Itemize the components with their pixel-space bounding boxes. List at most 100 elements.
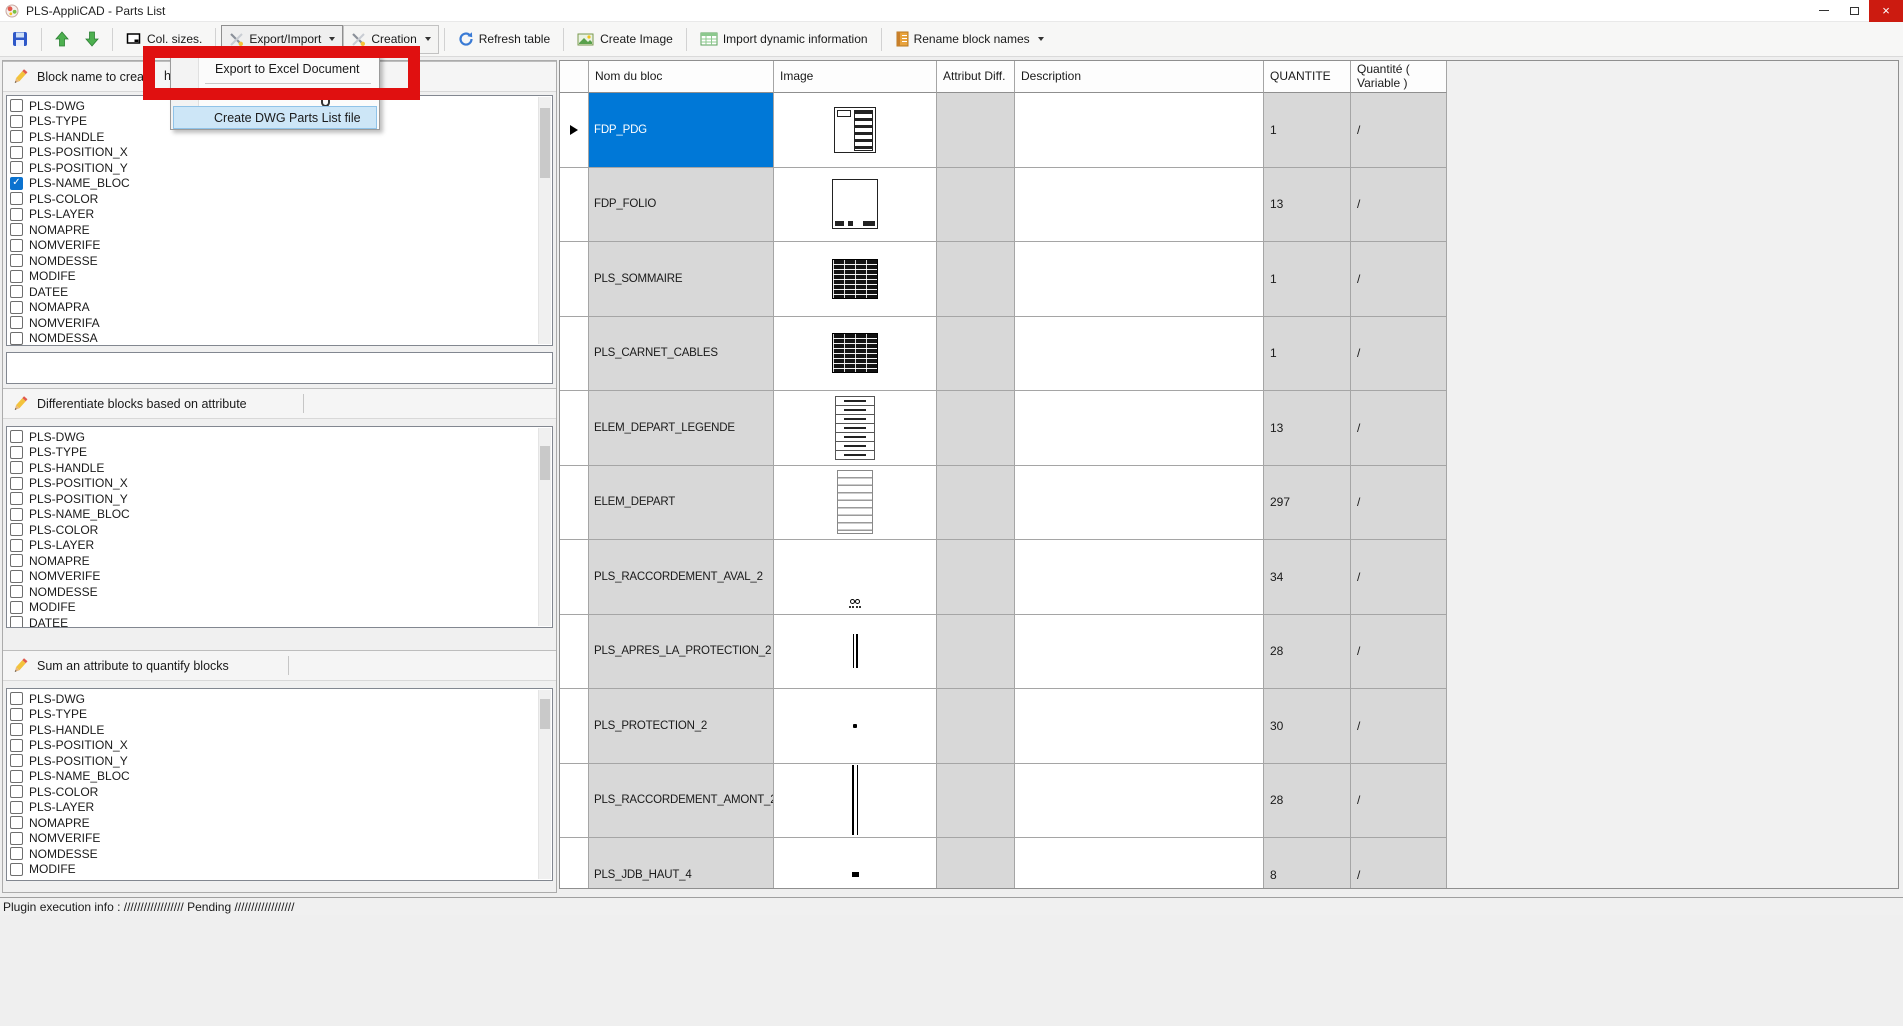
cell-quantite[interactable]: 8	[1264, 838, 1351, 888]
attribute-row[interactable]: NOMDESSE	[7, 846, 552, 862]
cell-attribut-diff[interactable]	[937, 763, 1015, 838]
checkbox[interactable]	[10, 847, 23, 861]
cell-image[interactable]	[774, 242, 937, 317]
checkbox[interactable]	[10, 754, 23, 768]
table-row[interactable]: PLS_APRES_LA_PROTECTION_2 28 /	[560, 614, 1447, 689]
row-selector-cell[interactable]	[560, 614, 589, 689]
cell-quantite-variable[interactable]: /	[1351, 391, 1447, 466]
cell-nom-du-bloc[interactable]: FDP_PDG	[589, 93, 774, 168]
attribute-row[interactable]: ✓ PLS-NAME_BLOC	[7, 176, 552, 192]
checkbox[interactable]	[10, 130, 23, 144]
row-selector-cell[interactable]	[560, 540, 589, 615]
refresh-table-button[interactable]: Refresh table	[450, 25, 558, 54]
scrollbar-track[interactable]	[538, 97, 551, 344]
header-quantite-variable[interactable]: Quantité ( Variable )	[1351, 61, 1447, 93]
cell-nom-du-bloc[interactable]: PLS_RACCORDEMENT_AMONT_2	[589, 763, 774, 838]
cell-quantite-variable[interactable]: /	[1351, 242, 1447, 317]
checkbox[interactable]	[10, 600, 23, 614]
checkbox[interactable]	[10, 831, 23, 845]
row-selector-cell[interactable]	[560, 93, 589, 168]
attribute-row[interactable]: PLS-DWG	[7, 429, 552, 445]
cell-description[interactable]	[1015, 838, 1264, 888]
cell-description[interactable]	[1015, 689, 1264, 764]
checkbox[interactable]	[10, 192, 23, 206]
cell-nom-du-bloc[interactable]: PLS_SOMMAIRE	[589, 242, 774, 317]
row-selector-cell[interactable]	[560, 838, 589, 888]
scrollbar-thumb[interactable]	[540, 446, 550, 480]
attribute-row[interactable]: MODIFE	[7, 269, 552, 285]
cell-attribut-diff[interactable]	[937, 540, 1015, 615]
cell-quantite-variable[interactable]: /	[1351, 614, 1447, 689]
checkbox[interactable]	[10, 254, 23, 268]
attribute-row[interactable]: PLS-LAYER	[7, 800, 552, 816]
cell-description[interactable]	[1015, 465, 1264, 540]
cell-nom-du-bloc[interactable]: ELEM_DEPART_LEGENDE	[589, 391, 774, 466]
cell-image[interactable]	[774, 391, 937, 466]
cell-description[interactable]	[1015, 316, 1264, 391]
cell-description[interactable]	[1015, 93, 1264, 168]
cell-image[interactable]	[774, 689, 937, 764]
cell-quantite[interactable]: 1	[1264, 93, 1351, 168]
cell-quantite-variable[interactable]: /	[1351, 540, 1447, 615]
cell-description[interactable]	[1015, 391, 1264, 466]
cell-quantite-variable[interactable]: /	[1351, 167, 1447, 242]
checkbox[interactable]	[10, 569, 23, 583]
attribute-row[interactable]: NOMDESSE	[7, 253, 552, 269]
cell-image[interactable]	[774, 93, 937, 168]
checkbox[interactable]	[10, 707, 23, 721]
header-attribut-diff[interactable]: Attribut Diff.	[937, 61, 1015, 93]
attribute-row[interactable]: PLS-COLOR	[7, 191, 552, 207]
attribute-row[interactable]: PLS-HANDLE	[7, 722, 552, 738]
attribute-row[interactable]: NOMVERIFA	[7, 315, 552, 331]
cell-image[interactable]	[774, 763, 937, 838]
menu-item-create-dwg[interactable]: Create DWG Parts List file	[173, 106, 377, 129]
cell-nom-du-bloc[interactable]: PLS_APRES_LA_PROTECTION_2	[589, 614, 774, 689]
checkbox[interactable]	[10, 145, 23, 159]
attribute-row[interactable]: NOMAPRA	[7, 300, 552, 316]
cell-image[interactable]	[774, 167, 937, 242]
checkbox[interactable]	[10, 538, 23, 552]
col-sizes-button[interactable]: Col. sizes.	[118, 25, 210, 54]
cell-nom-du-bloc[interactable]: ELEM_DEPART	[589, 465, 774, 540]
cell-quantite[interactable]: 13	[1264, 167, 1351, 242]
cell-image[interactable]	[774, 465, 937, 540]
cell-quantite[interactable]: 1	[1264, 242, 1351, 317]
cell-quantite[interactable]: 28	[1264, 614, 1351, 689]
checkbox[interactable]	[10, 785, 23, 799]
cell-quantite[interactable]: 34	[1264, 540, 1351, 615]
cell-attribut-diff[interactable]	[937, 465, 1015, 540]
header-description[interactable]: Description	[1015, 61, 1264, 93]
checkbox[interactable]	[10, 492, 23, 506]
cell-attribut-diff[interactable]	[937, 391, 1015, 466]
checkbox[interactable]	[10, 461, 23, 475]
attribute-row[interactable]: DATEE	[7, 615, 552, 627]
checkbox[interactable]	[10, 738, 23, 752]
table-row[interactable]: PLS_RACCORDEMENT_AMONT_2 28 /	[560, 763, 1447, 838]
cell-quantite-variable[interactable]: /	[1351, 316, 1447, 391]
attribute-row[interactable]: NOMAPRE	[7, 222, 552, 238]
checkbox[interactable]	[10, 769, 23, 783]
attribute-row[interactable]: PLS-POSITION_X	[7, 476, 552, 492]
table-row[interactable]: PLS_SOMMAIRE 1 /	[560, 242, 1447, 317]
attribute-row[interactable]: PLS-TYPE	[7, 114, 552, 130]
attribute-row[interactable]: PLS-COLOR	[7, 522, 552, 538]
menu-item-export-excel[interactable]: Export to Excel Document	[215, 62, 360, 76]
cell-image[interactable]	[774, 540, 937, 615]
attribute-row[interactable]: NOMVERIFE	[7, 569, 552, 585]
table-row[interactable]: PLS_PROTECTION_2 30 /	[560, 689, 1447, 764]
attribute-row[interactable]: PLS-POSITION_Y	[7, 753, 552, 769]
table-row[interactable]: PLS_RACCORDEMENT_AVAL_2 34 /	[560, 540, 1447, 615]
cell-attribut-diff[interactable]	[937, 614, 1015, 689]
checkbox[interactable]	[10, 238, 23, 252]
attribute-row[interactable]: PLS-POSITION_Y	[7, 160, 552, 176]
checkbox[interactable]	[10, 207, 23, 221]
cell-image[interactable]	[774, 614, 937, 689]
header-nom-du-bloc[interactable]: Nom du bloc	[589, 61, 774, 93]
cell-attribut-diff[interactable]	[937, 167, 1015, 242]
cell-quantite-variable[interactable]: /	[1351, 838, 1447, 888]
cell-quantite-variable[interactable]: /	[1351, 763, 1447, 838]
attribute-row[interactable]: PLS-COLOR	[7, 784, 552, 800]
create-image-button[interactable]: Create Image	[569, 25, 681, 54]
attribute-row[interactable]: PLS-LAYER	[7, 538, 552, 554]
rename-block-names-button[interactable]: Rename block names	[887, 25, 1052, 54]
